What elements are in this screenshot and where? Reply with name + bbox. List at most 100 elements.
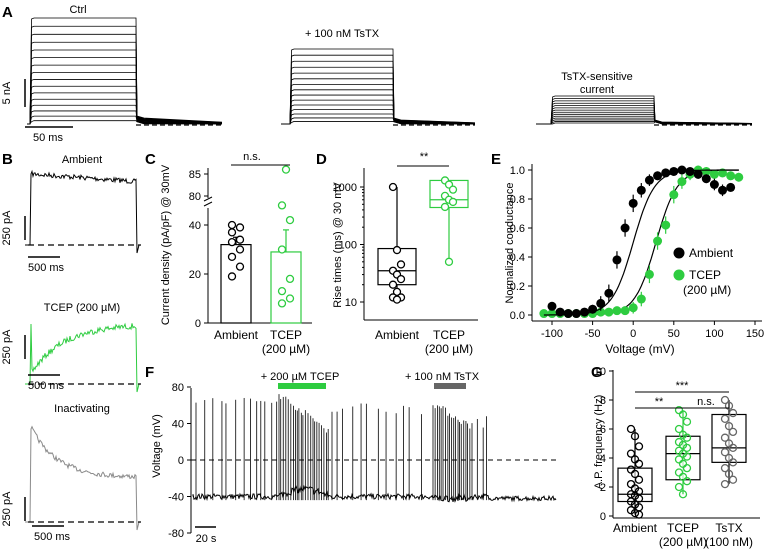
e-point-0-1 — [555, 307, 565, 317]
e-ylabel: Normalized conductance — [504, 182, 516, 303]
g-point-2-4 — [724, 421, 734, 431]
d-ytick-label-1: 100 — [339, 240, 357, 252]
e-point-1-11 — [628, 303, 638, 313]
g-sig-label-2: *** — [676, 380, 690, 392]
d-point-0-7 — [392, 287, 402, 297]
f-ytick-label-2: 0 — [178, 455, 184, 467]
g-point-0-1 — [630, 432, 640, 441]
b3-scale-label-ms: 500 ms — [34, 531, 71, 543]
c-axis-break-1 — [203, 201, 213, 207]
e-point-0-9 — [620, 223, 630, 233]
e-point-1-22 — [718, 168, 728, 178]
e-point-0-11 — [636, 185, 646, 195]
c-point-0-1 — [235, 223, 245, 232]
e-point-1-0 — [539, 309, 549, 319]
f-label-tstx: + 100 nM TsTX — [405, 371, 480, 383]
e-legend-tcep-1: TCEP — [689, 268, 721, 282]
panel-d-plot: 10 100 1000 — [333, 165, 478, 321]
e-point-1-14 — [653, 236, 663, 246]
e-point-1-21 — [709, 169, 719, 179]
a-trace-ctrl-6 — [27, 92, 223, 125]
g-point-1-5 — [682, 433, 692, 442]
panel-c: 0 20 40 80 85 Current density (pA/pF) @ 30mV… — [160, 151, 312, 356]
trace-label-sensitive-line1: TsTX-sensitive — [561, 71, 633, 83]
e-point-0-7 — [604, 288, 614, 298]
g-point-0-0 — [626, 424, 636, 434]
panel-a-traces — [27, 17, 753, 126]
d-ylabel: Rise times (ms) @ 30 mV — [332, 182, 344, 308]
e-xtick-label-0: -100 — [541, 328, 563, 340]
d-point-1-7 — [444, 257, 454, 266]
c-point-0-0 — [227, 220, 237, 230]
e-legend-ambient: Ambient — [689, 246, 734, 260]
panel-g: 0 2 4 6 8 10 ** n.s. *** A.P. frequency (Hz) Amb… — [593, 366, 760, 549]
d-point-0-0 — [388, 182, 398, 192]
b-trace-ambient — [25, 169, 140, 254]
e-point-0-3 — [571, 309, 581, 319]
b2-scale-label-pa: 250 pA — [1, 329, 13, 365]
d-point-1-2 — [448, 185, 458, 194]
g-point-0-2 — [634, 442, 644, 451]
e-point-0-15 — [669, 166, 679, 176]
c-significance: n.s. — [243, 151, 261, 163]
g-point-1-3 — [674, 424, 684, 434]
a-trace-tstx-15 — [281, 48, 476, 125]
c-point-0-6 — [227, 252, 237, 262]
g-xlabel-tcep-1: TCEP — [667, 521, 699, 535]
e-point-1-16 — [669, 190, 679, 200]
e-point-1-23 — [726, 171, 736, 181]
panel-e: -100 -50 0 50 100 150 0.0 0.2 0.4 0.6 0.8 1.0 Norma… — [504, 164, 764, 356]
e-point-1-13 — [644, 269, 654, 279]
panel-letter-b: B — [2, 151, 13, 168]
a-trace-tstx-11 — [281, 72, 476, 125]
g-ytick-label-3: 6 — [600, 424, 606, 436]
e-point-0-8 — [612, 255, 622, 265]
e-ytick-label-2: 0.4 — [510, 252, 525, 264]
d-significance: ** — [420, 151, 429, 163]
e-point-1-20 — [701, 166, 711, 176]
g-point-0-3 — [626, 449, 636, 458]
f-bar-tstx — [434, 383, 466, 389]
g-point-1-11 — [682, 452, 692, 461]
g-sig-label-0: ** — [655, 396, 664, 408]
e-point-0-10 — [628, 198, 638, 208]
e-point-0-17 — [685, 166, 695, 176]
c-xlabel-tcep-2: (200 µM) — [262, 342, 310, 356]
b-trace-tcep — [25, 322, 140, 393]
b-label-inactivating: Inactivating — [54, 403, 110, 415]
e-point-0-12 — [644, 175, 654, 185]
b-trace-inact — [25, 425, 140, 531]
g-point-1-1 — [678, 410, 688, 419]
e-point-0-21 — [718, 185, 728, 195]
g-point-2-9 — [720, 448, 730, 457]
e-xtick-label-3: 50 — [668, 328, 680, 340]
a-trace-ctrl-15 — [27, 25, 223, 125]
c-ytick-label-2: 40 — [189, 220, 201, 232]
c-point-0-5 — [235, 245, 245, 254]
d-xlabel-ambient: Ambient — [375, 328, 420, 342]
g-point-2-14 — [728, 475, 738, 484]
c-ytick-label-0: 0 — [195, 318, 201, 330]
d-point-0-6 — [388, 280, 398, 289]
g-point-2-12 — [720, 463, 730, 473]
f-ytick-label-0: 80 — [172, 382, 184, 394]
panel-e-plot: -100 -50 0 50 100 150 0.0 0.2 0.4 0.6 0.8 1.0 — [510, 164, 764, 340]
g-point-0-20 — [634, 510, 644, 519]
e-point-0-0 — [547, 301, 557, 311]
g-sig-label-1: n.s. — [697, 396, 715, 408]
a-trace-ctrl-16 — [27, 17, 223, 125]
c-point-outlier — [281, 165, 291, 174]
d-xlabel-tcep-1: TCEP — [433, 328, 465, 342]
g-ylabel: A.P. frequency (Hz) — [593, 395, 605, 490]
f-bar-tcep — [278, 383, 326, 389]
a-trace-tstx-13 — [281, 60, 476, 125]
c-xlabel-tcep-1: TCEP — [270, 328, 302, 342]
e-xtick-label-1: -50 — [585, 328, 601, 340]
d-point-0-5 — [396, 274, 406, 284]
panel-g-plot: 0 2 4 6 8 10 ** n.s. *** — [594, 366, 760, 523]
a-trace-sensitive-14 — [536, 95, 753, 125]
e-point-0-19 — [701, 174, 711, 184]
g-xlabel-tcep-2: (200 µM) — [659, 535, 707, 549]
e-point-0-14 — [661, 168, 671, 178]
g-point-1-19 — [678, 490, 688, 499]
